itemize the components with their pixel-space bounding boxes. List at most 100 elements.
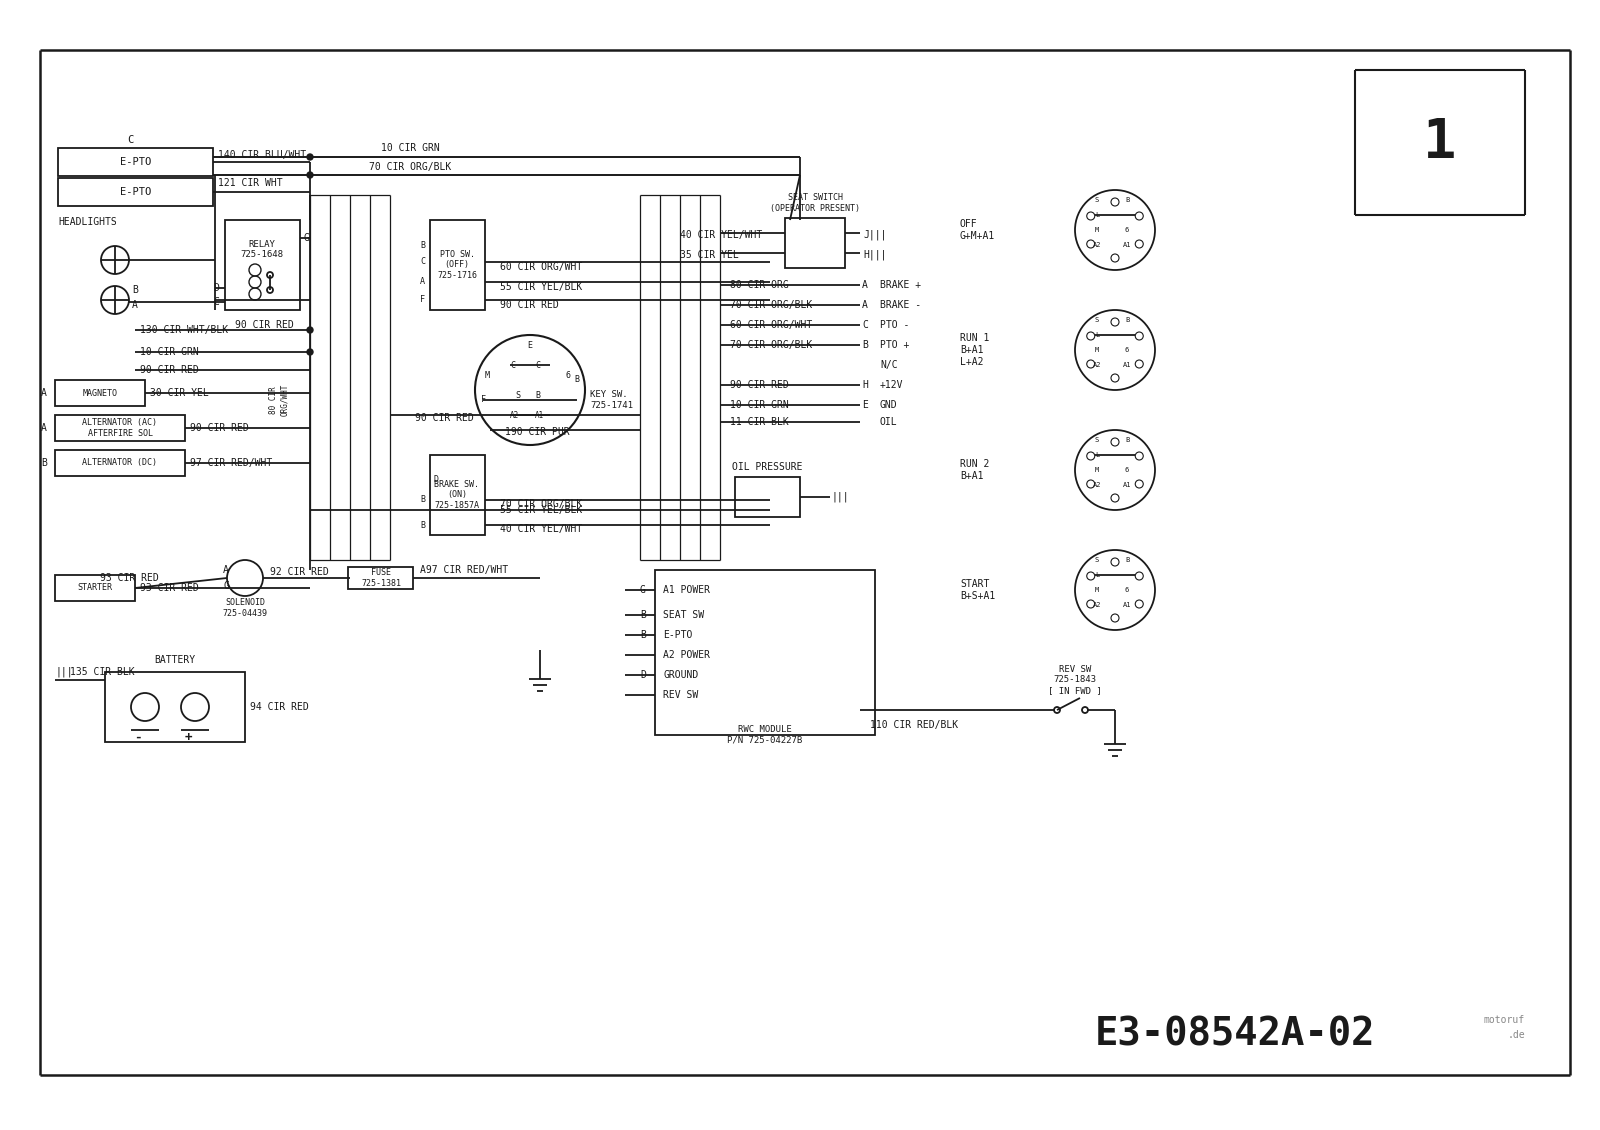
- Text: REV SW
725-1843
[ IN FWD ]: REV SW 725-1843 [ IN FWD ]: [1048, 666, 1102, 695]
- Text: 90 CIR RED: 90 CIR RED: [141, 365, 198, 375]
- Text: PTO SW.
(OFF)
725-1716: PTO SW. (OFF) 725-1716: [437, 250, 477, 280]
- Text: 6: 6: [565, 371, 570, 380]
- Text: 70 CIR ORG/BLK: 70 CIR ORG/BLK: [499, 499, 582, 508]
- Bar: [106, 672, 245, 742]
- Text: +12V: +12V: [880, 380, 904, 390]
- Text: A: A: [131, 299, 138, 310]
- Text: 140 CIR BLU/WHT: 140 CIR BLU/WHT: [218, 150, 306, 160]
- Text: A2: A2: [1093, 242, 1101, 247]
- Text: G: G: [640, 585, 646, 596]
- Text: 70 CIR ORG/BLK: 70 CIR ORG/BLK: [730, 299, 813, 310]
- Text: GROUND: GROUND: [662, 670, 698, 680]
- Text: D: D: [213, 282, 219, 293]
- Text: A1: A1: [1123, 242, 1131, 247]
- Text: L: L: [1094, 212, 1099, 218]
- Text: S: S: [1094, 318, 1099, 323]
- Text: motoruf: motoruf: [1483, 1015, 1525, 1025]
- Text: N/C: N/C: [880, 360, 898, 370]
- Text: RWC MODULE
P/N 725-04227B: RWC MODULE P/N 725-04227B: [728, 725, 803, 745]
- Text: 10 CIR GRN: 10 CIR GRN: [730, 400, 789, 410]
- Circle shape: [307, 349, 314, 355]
- Text: C: C: [419, 258, 426, 267]
- Text: REV SW: REV SW: [662, 690, 698, 699]
- Text: 6: 6: [1125, 227, 1130, 233]
- Text: 10 CIR GRN: 10 CIR GRN: [141, 347, 198, 357]
- Bar: [54, 450, 186, 476]
- Text: PTO -: PTO -: [880, 320, 909, 330]
- Text: 97 CIR RED/WHT: 97 CIR RED/WHT: [190, 458, 272, 468]
- Text: SEAT SW: SEAT SW: [662, 610, 704, 620]
- Text: E: E: [528, 340, 533, 349]
- Text: B: B: [419, 241, 426, 250]
- Text: BRAKE +: BRAKE +: [880, 280, 922, 290]
- Text: START
B+S+A1: START B+S+A1: [960, 580, 995, 601]
- Text: 60 CIR ORG/WHT: 60 CIR ORG/WHT: [499, 262, 582, 272]
- Circle shape: [307, 154, 314, 160]
- Text: 1: 1: [1424, 115, 1456, 168]
- Text: SEAT SWITCH
(OPERATOR PRESENT): SEAT SWITCH (OPERATOR PRESENT): [770, 193, 861, 212]
- Text: S: S: [1094, 437, 1099, 443]
- Text: HEADLIGHTS: HEADLIGHTS: [58, 217, 117, 227]
- Text: STARTER: STARTER: [77, 583, 112, 592]
- Text: A2: A2: [1093, 362, 1101, 368]
- Text: .de: .de: [1507, 1031, 1525, 1040]
- Text: C: C: [534, 360, 541, 370]
- Text: PTO +: PTO +: [880, 340, 909, 350]
- Circle shape: [307, 327, 314, 333]
- Text: -: -: [134, 730, 142, 744]
- Text: S: S: [1094, 197, 1099, 203]
- Text: OIL: OIL: [880, 417, 898, 427]
- Text: B: B: [1125, 197, 1130, 203]
- Text: 6: 6: [1125, 347, 1130, 353]
- Text: GND: GND: [880, 400, 898, 410]
- Text: 55 CIR YEL/BLK: 55 CIR YEL/BLK: [499, 282, 582, 292]
- Text: BRAKE -: BRAKE -: [880, 299, 922, 310]
- Text: RUN 1
B+A1
L+A2: RUN 1 B+A1 L+A2: [960, 333, 989, 366]
- Text: BRAKE SW.
(ON)
725-1857A: BRAKE SW. (ON) 725-1857A: [435, 480, 480, 510]
- Bar: [430, 220, 485, 310]
- Text: H: H: [862, 380, 867, 390]
- Bar: [54, 415, 186, 441]
- Text: KEY SW.
725-1741: KEY SW. 725-1741: [590, 390, 634, 410]
- Text: A2 POWER: A2 POWER: [662, 650, 710, 660]
- Text: 6: 6: [1125, 467, 1130, 473]
- Text: B: B: [1125, 557, 1130, 563]
- Text: J|||: J|||: [862, 229, 886, 241]
- Text: L: L: [1094, 572, 1099, 579]
- Text: 10 CIR GRN: 10 CIR GRN: [381, 144, 440, 153]
- Text: M: M: [1094, 227, 1099, 233]
- Text: S: S: [1094, 557, 1099, 563]
- Circle shape: [307, 172, 314, 179]
- Text: A: A: [419, 278, 426, 287]
- Text: A: A: [42, 388, 46, 398]
- Text: B: B: [640, 631, 646, 640]
- Text: MAGNETO: MAGNETO: [83, 389, 117, 398]
- Text: A1: A1: [1123, 362, 1131, 368]
- Text: B: B: [419, 495, 426, 504]
- Text: 90 CIR RED: 90 CIR RED: [190, 423, 248, 433]
- Text: ALTERNATOR (AC)
AFTERFIRE SOL: ALTERNATOR (AC) AFTERFIRE SOL: [83, 418, 157, 437]
- Text: B: B: [1125, 318, 1130, 323]
- Text: 92 CIR RED: 92 CIR RED: [270, 567, 328, 577]
- Text: L: L: [1094, 452, 1099, 458]
- Bar: [58, 179, 213, 206]
- Text: S: S: [515, 391, 520, 400]
- Text: F: F: [419, 296, 426, 304]
- Text: A: A: [42, 423, 46, 433]
- Text: 130 CIR WHT/BLK: 130 CIR WHT/BLK: [141, 325, 229, 334]
- Text: M: M: [1094, 347, 1099, 353]
- Text: 80 CIR
ORG/WHT: 80 CIR ORG/WHT: [269, 384, 288, 416]
- Bar: [654, 570, 875, 734]
- Text: SOLENOID
725-04439: SOLENOID 725-04439: [222, 598, 267, 618]
- Text: 40 CIR YEL/WHT: 40 CIR YEL/WHT: [499, 524, 582, 534]
- Text: 80 CIR ORG: 80 CIR ORG: [730, 280, 789, 290]
- Text: 30 CIR YEL: 30 CIR YEL: [150, 388, 208, 398]
- Text: M: M: [1094, 586, 1099, 593]
- Text: FUSE
725-1381: FUSE 725-1381: [362, 568, 402, 588]
- Text: B: B: [640, 610, 646, 620]
- Text: 70 CIR ORG/BLK: 70 CIR ORG/BLK: [730, 340, 813, 350]
- Text: B: B: [419, 521, 426, 530]
- Text: E-PTO: E-PTO: [120, 157, 152, 167]
- Text: 110 CIR RED/BLK: 110 CIR RED/BLK: [870, 720, 958, 730]
- Text: 6: 6: [1125, 586, 1130, 593]
